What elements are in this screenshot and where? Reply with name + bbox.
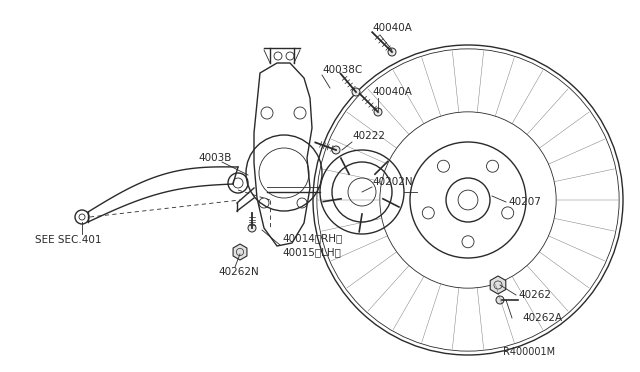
Text: 40038C: 40038C	[322, 65, 362, 75]
Text: 40040A: 40040A	[372, 23, 412, 33]
Circle shape	[352, 88, 360, 96]
Text: 40015〈LH〉: 40015〈LH〉	[282, 247, 341, 257]
Circle shape	[388, 48, 396, 56]
Text: 40222: 40222	[352, 131, 385, 141]
Polygon shape	[233, 244, 247, 260]
Text: 40262: 40262	[518, 290, 551, 300]
Text: 4003B: 4003B	[198, 153, 232, 163]
Circle shape	[332, 146, 340, 154]
Text: 40014〈RH〉: 40014〈RH〉	[282, 233, 342, 243]
Text: R400001M: R400001M	[503, 347, 555, 357]
Text: 40262N: 40262N	[218, 267, 259, 277]
Text: SEE SEC.401: SEE SEC.401	[35, 235, 102, 245]
Circle shape	[496, 296, 504, 304]
Text: 40262A: 40262A	[522, 313, 562, 323]
Text: 40040A: 40040A	[372, 87, 412, 97]
Polygon shape	[490, 276, 506, 294]
Circle shape	[374, 108, 382, 116]
Text: 40202N: 40202N	[372, 177, 413, 187]
Circle shape	[248, 224, 256, 232]
Text: 40207: 40207	[508, 197, 541, 207]
